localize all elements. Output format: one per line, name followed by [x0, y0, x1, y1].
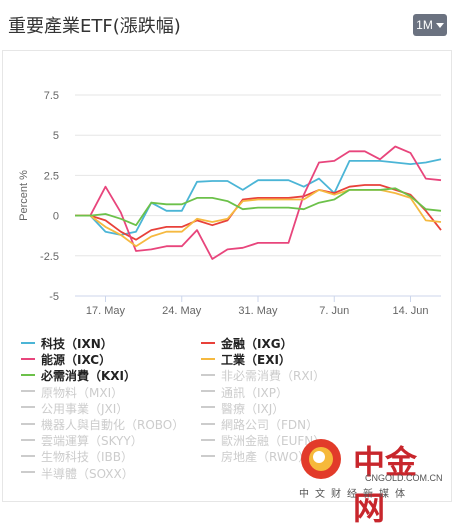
legend-swatch: [21, 406, 35, 409]
legend-label: 醫療（IXJ）: [221, 401, 285, 416]
logo-text: 中金网: [353, 443, 418, 527]
legend-item[interactable]: 非必需消費（RXI）: [201, 367, 325, 385]
legend-item[interactable]: 工業（EXI）: [201, 351, 291, 369]
legend-item[interactable]: 半導體（SOXX）: [21, 465, 134, 483]
legend-label: 公用事業（JXI）: [41, 401, 129, 416]
x-tick-label: 24. May: [162, 305, 202, 317]
legend-swatch: [201, 341, 215, 344]
axes: -5 -2.5 0 2.5 5 7.5 17. May 24. May 31. May 7. Ju…: [18, 90, 441, 317]
legend-item[interactable]: 網路公司（FDN）: [201, 416, 318, 434]
legend-item[interactable]: 通訊（IXP）: [201, 384, 288, 402]
legend-item[interactable]: 原物料（MXI）: [21, 384, 123, 402]
legend-label: 雲端運算（SKYY）: [41, 434, 143, 449]
legend-item[interactable]: 公用事業（JXI）: [21, 400, 128, 418]
legend-label: 房地產（RWO）: [221, 450, 311, 465]
legend-item[interactable]: 機器人與自動化（ROBO）: [21, 416, 184, 434]
y-tick-label: 0: [53, 211, 59, 223]
legend-swatch: [21, 438, 35, 441]
y-tick-label: 2.5: [44, 170, 59, 182]
legend-label: 必需消費（KXI）: [41, 369, 137, 384]
range-label: 1M: [416, 18, 433, 32]
legend-swatch: [21, 373, 35, 376]
legend-swatch: [201, 406, 215, 409]
grid-lines: [75, 94, 441, 297]
legend-item[interactable]: 醫療（IXJ）: [201, 400, 284, 418]
y-tick-label: 5: [53, 130, 59, 142]
legend-item[interactable]: 必需消費（KXI）: [21, 367, 136, 385]
legend-swatch: [21, 422, 35, 425]
series-line: [75, 158, 442, 236]
legend-swatch: [201, 357, 215, 360]
legend-label: 工業（EXI）: [221, 353, 291, 368]
legend-label: 網路公司（FDN）: [221, 418, 319, 432]
legend-item[interactable]: 科技（IXN）: [21, 335, 113, 353]
logo-icon: [301, 439, 341, 479]
page-title: 重要產業ETF(漲跌幅): [8, 16, 181, 37]
legend-label: 歐洲金融（EUFN）: [221, 434, 326, 449]
legend-swatch: [21, 454, 35, 457]
logo-domain: CNGOLD.COM.CN: [365, 473, 443, 483]
chevron-down-icon: [435, 23, 444, 29]
legend-label: 能源（IXC）: [41, 353, 112, 368]
logo-subtitle: 中文财经新媒体: [299, 489, 411, 500]
series-lines: [75, 145, 442, 260]
legend-item[interactable]: 房地產（RWO）: [201, 448, 310, 466]
series-line: [75, 145, 442, 260]
x-tick-label: 7. Jun: [319, 305, 349, 317]
legend-swatch: [201, 390, 215, 393]
legend-item[interactable]: 雲端運算（SKYY）: [21, 432, 143, 450]
legend-swatch: [201, 422, 215, 425]
x-tick-label: 31. May: [238, 305, 278, 317]
legend-swatch: [21, 357, 35, 360]
y-tick-label: -5: [49, 291, 59, 303]
range-dropdown-button[interactable]: 1M: [413, 14, 447, 36]
y-tick-label: -2.5: [40, 251, 59, 263]
legend-swatch: [201, 373, 215, 376]
legend-item[interactable]: 生物科技（IBB）: [21, 448, 133, 466]
legend-label: 非必需消費（RXI）: [221, 369, 326, 384]
legend-label: 機器人與自動化（ROBO）: [41, 418, 185, 432]
legend-label: 生物科技（IBB）: [41, 450, 134, 465]
legend-label: 通訊（IXP）: [221, 385, 288, 400]
legend-swatch: [21, 471, 35, 474]
legend-swatch: [21, 390, 35, 393]
legend-swatch: [201, 438, 215, 441]
chart-panel: -5 -2.5 0 2.5 5 7.5 17. May 24. May 31. May 7. Ju…: [2, 50, 452, 527]
legend-swatch: [21, 341, 35, 344]
line-chart: -5 -2.5 0 2.5 5 7.5 17. May 24. May 31. May 7. Ju…: [18, 90, 442, 317]
legend-label: 半導體（SOXX）: [41, 466, 134, 481]
x-tick-label: 17. May: [86, 305, 126, 317]
legend-swatch: [201, 454, 215, 457]
watermark: 中金网 CNGOLD.COM.CN 中文财经新媒体: [295, 435, 445, 527]
y-axis-label: Percent %: [18, 170, 30, 221]
x-tick-label: 14. Jun: [392, 305, 428, 317]
legend-label: 金融（IXG）: [221, 337, 293, 351]
legend-label: 原物料（MXI）: [41, 385, 124, 400]
legend-item[interactable]: 金融（IXG）: [201, 335, 293, 353]
y-tick-label: 7.5: [44, 90, 59, 102]
legend-label: 科技（IXN）: [41, 337, 113, 351]
series-line: [75, 184, 442, 241]
legend-item[interactable]: 能源（IXC）: [21, 351, 111, 369]
legend-item[interactable]: 歐洲金融（EUFN）: [201, 432, 325, 450]
series-line: [75, 187, 442, 227]
header: 重要產業ETF(漲跌幅) 1M: [0, 0, 457, 44]
